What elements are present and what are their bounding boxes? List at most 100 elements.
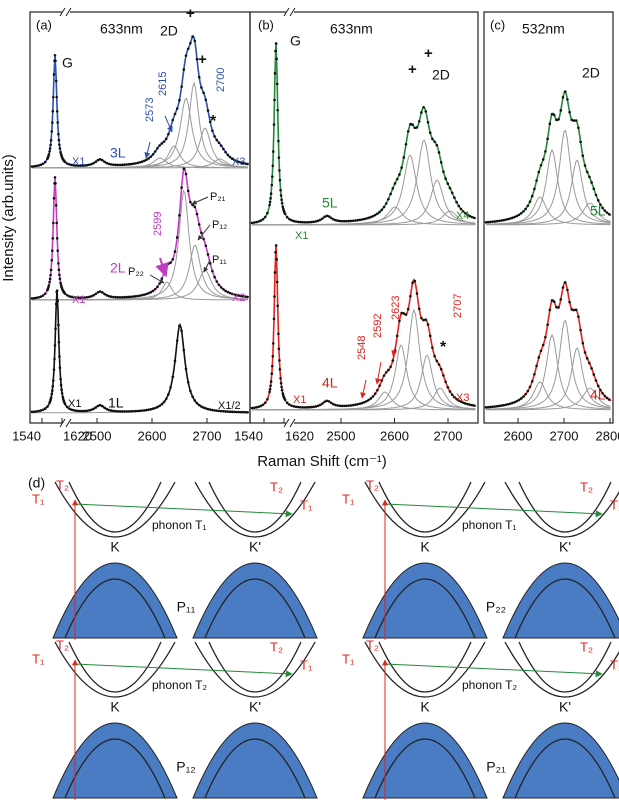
peak-label: G xyxy=(62,55,73,71)
spectrum-dot xyxy=(206,253,210,256)
spectrum-dot xyxy=(55,221,58,225)
spectrum-dot xyxy=(424,318,428,322)
spectrum-dot xyxy=(200,405,203,408)
spectrum-dot xyxy=(380,379,384,382)
spectrum-dot xyxy=(402,156,406,159)
phonon-arrow xyxy=(384,503,603,518)
spectrum-dot xyxy=(283,398,287,402)
conduction-band xyxy=(378,481,472,533)
spectrum-dot xyxy=(68,407,71,411)
spectrum-dot xyxy=(37,164,40,167)
peak-label: 2D xyxy=(582,65,600,81)
spectrum-dot xyxy=(395,334,399,338)
spectrum-dot xyxy=(376,212,379,215)
spectrum-dot xyxy=(312,220,315,224)
spectrum-dot xyxy=(360,401,364,405)
spectrum-dot xyxy=(559,109,563,112)
spectrum-dot xyxy=(85,296,89,299)
spectrum-dot xyxy=(47,284,51,287)
spectrum-dot xyxy=(81,164,84,167)
spectrum-dot xyxy=(217,283,221,287)
spectrum-dot xyxy=(263,215,267,219)
layer-label: 3L xyxy=(110,145,126,161)
spectrum-dot xyxy=(90,162,93,166)
spectrum-dot xyxy=(548,308,552,312)
spectrum-dot xyxy=(605,396,609,400)
spectrum-dot xyxy=(579,140,582,144)
spectrum-dot xyxy=(134,162,137,165)
spectrum-dot xyxy=(52,196,56,200)
spectrum-dot xyxy=(367,398,370,402)
spectrum-dot xyxy=(53,176,57,179)
spectrum-dot xyxy=(461,401,465,404)
state-label: T₁ xyxy=(610,657,619,672)
spectrum-dot xyxy=(599,203,602,206)
spectrum-dot xyxy=(241,295,245,298)
band-diagram: K K' T₁ T₂ T₂ T₁ phonon T₂ P₂₁ xyxy=(342,637,619,800)
phonon-arrow xyxy=(384,663,603,678)
spectrum-dot xyxy=(112,295,115,299)
spectrum-dot xyxy=(50,130,54,133)
spectrum-dot xyxy=(548,122,552,126)
spectrum-dot xyxy=(276,304,280,308)
spectrum-dot xyxy=(156,405,159,409)
spectrum-dot xyxy=(566,98,569,101)
spectrum-dot xyxy=(334,403,337,407)
spectrum-dot xyxy=(280,388,284,392)
spectrum-dot xyxy=(138,294,142,297)
spectrum-dot xyxy=(340,404,344,408)
peak-label: 2D xyxy=(432,67,450,83)
spectrum-dot xyxy=(158,282,161,285)
spectrum-dot xyxy=(65,162,69,165)
spectrum-dot xyxy=(224,150,227,154)
spectrum-dot xyxy=(358,402,362,406)
spectrum-dot xyxy=(513,400,516,404)
spectrum-dot xyxy=(180,85,183,88)
arrow xyxy=(360,379,367,399)
spectrum-dot xyxy=(41,408,45,412)
scale-label: X4 xyxy=(456,210,469,222)
spectrum-dot xyxy=(202,91,205,95)
spectrum-dot xyxy=(58,277,62,281)
spectra xyxy=(30,34,612,414)
spectrum-dot xyxy=(376,388,379,392)
spectrum-dot xyxy=(561,286,565,289)
spectrum-dot xyxy=(406,307,410,311)
spectrum-dot xyxy=(70,408,73,412)
spectrum-dot xyxy=(290,404,293,407)
spectrum-dot xyxy=(502,218,505,222)
spectrum-dot xyxy=(519,211,523,215)
spectrum-dot xyxy=(43,292,47,295)
spectrum-dot xyxy=(46,405,49,408)
spectrum-dot xyxy=(54,79,58,83)
spectrum-dot xyxy=(433,354,436,358)
spectrum-dot xyxy=(572,308,576,312)
spectrum-dot xyxy=(90,294,93,298)
spectrum-dot xyxy=(274,42,278,45)
spectrum-dot xyxy=(164,265,168,268)
spectrum-dot xyxy=(266,211,269,215)
spectrum-dot xyxy=(577,315,580,319)
component-label: P₁₂ xyxy=(212,219,227,231)
spectrum-dot xyxy=(603,209,607,212)
spectrum-dot xyxy=(296,220,300,224)
spectrum-dot xyxy=(426,323,430,326)
spectrum-dot xyxy=(120,295,124,299)
spectrum-dot xyxy=(233,158,236,162)
spectrum-dot xyxy=(596,384,600,388)
spectrum-dot xyxy=(136,409,139,413)
spectrum-dot xyxy=(257,405,260,409)
spectrum-dot xyxy=(53,344,57,347)
component-fit xyxy=(32,97,248,169)
spectrum-dot xyxy=(39,163,43,167)
state-label: T₁ xyxy=(342,491,355,506)
spectrum-dot xyxy=(274,250,277,254)
spectrum-dot xyxy=(50,392,54,396)
spectrum-dot xyxy=(369,397,373,400)
scale-label: X3 xyxy=(232,156,245,168)
spectrum-dot xyxy=(131,162,135,166)
spectrum-dot xyxy=(535,364,538,368)
spectrum-dot xyxy=(116,410,120,413)
spectrum-dot xyxy=(60,388,63,392)
spectrum-dot xyxy=(52,368,56,371)
